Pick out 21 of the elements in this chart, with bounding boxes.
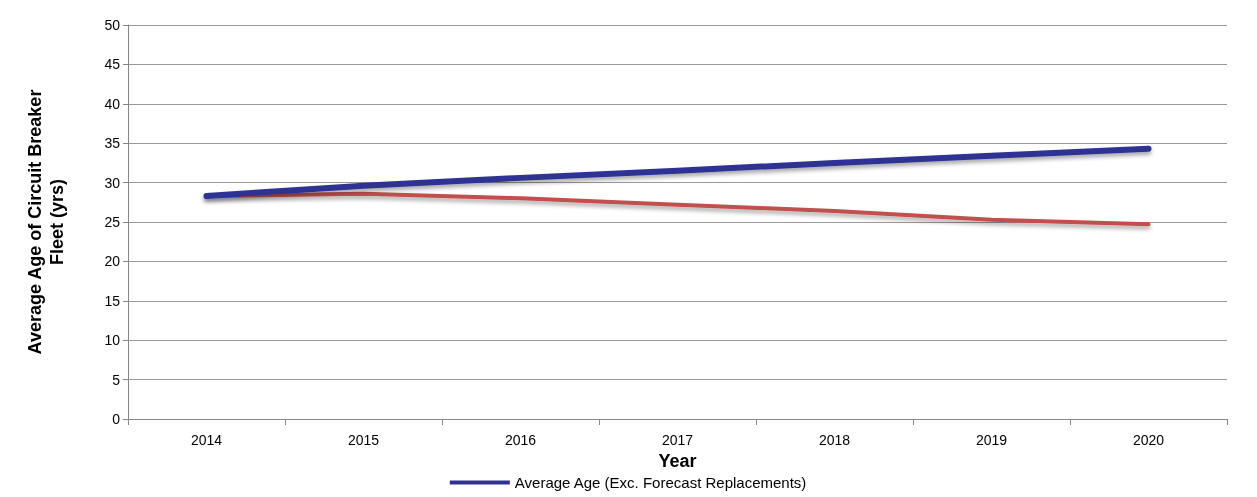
x-tick-label: 2018 <box>818 432 851 448</box>
y-tick-label: 30 <box>104 174 121 191</box>
y-tick-label: 45 <box>104 56 121 73</box>
legend-label: Average Age (Exc. Forecast Replacements) <box>514 474 807 491</box>
y-tick-label: 0 <box>112 411 121 427</box>
y-axis-title: Average Age of Circuit Breaker Fleet (yrs) <box>25 89 67 355</box>
y-tick-label: 50 <box>104 17 121 33</box>
x-tick-label: 2020 <box>1132 432 1165 448</box>
y-tick-label: 40 <box>104 95 121 112</box>
x-tick-label: 2019 <box>975 432 1008 448</box>
y-tick-label: 15 <box>104 292 121 309</box>
x-tick-label: 2014 <box>190 432 223 448</box>
x-tick-label: 2015 <box>347 432 380 448</box>
x-tick-label: 2016 <box>504 432 537 448</box>
y-tick-label: 5 <box>112 371 121 388</box>
x-axis-title: Year <box>658 450 697 471</box>
y-tick-label: 35 <box>104 135 121 152</box>
y-tick-label: 10 <box>104 332 121 349</box>
y-tick-label: 20 <box>104 253 121 270</box>
x-tick-label: 2017 <box>661 432 694 448</box>
y-tick-label: 25 <box>104 214 121 230</box>
